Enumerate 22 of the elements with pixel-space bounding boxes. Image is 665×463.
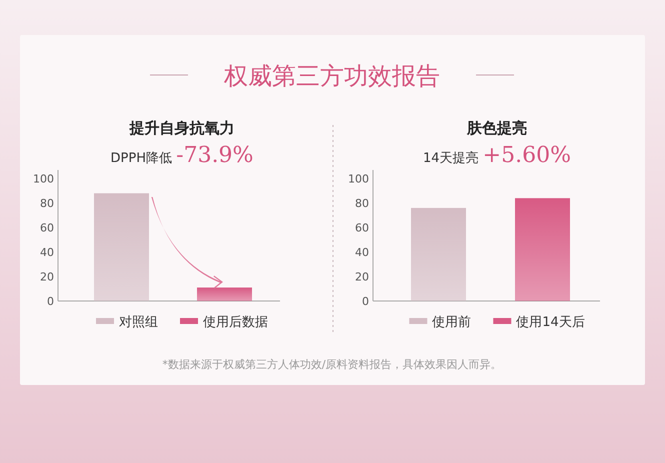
legend-label: 使用14天后: [516, 315, 585, 330]
chart-title: 肤色提亮: [466, 119, 527, 137]
chart-subtitle: DPPH降低 -73.9%: [110, 143, 254, 168]
legend-label: 使用后数据: [203, 315, 268, 330]
y-tick-label: 60: [355, 222, 369, 235]
y-tick-label: 80: [40, 197, 54, 210]
text: 权威第三方功效报告: [223, 62, 440, 90]
chart-title: 提升自身抗氧力: [128, 119, 234, 137]
y-tick-label: 60: [40, 222, 54, 235]
legend-label: 使用前: [432, 315, 472, 330]
chart-subtitle: 14天提亮 +5.60%: [422, 143, 572, 168]
y-tick-label: 20: [40, 270, 54, 284]
y-tick-label: 100: [33, 172, 54, 186]
y-tick-label: 80: [355, 197, 369, 210]
y-tick-label: 20: [355, 270, 369, 284]
legend-label: 对照组: [119, 315, 158, 330]
y-tick-label: 0: [47, 295, 54, 308]
y-tick-label: 0: [362, 295, 369, 308]
y-tick-label: 100: [348, 172, 369, 186]
y-tick-label: 40: [355, 246, 369, 260]
text: *数据来源于权威第三方人体功效/原料资料报告，具体效果因人而异。: [162, 358, 502, 371]
y-tick-label: 40: [40, 246, 54, 260]
